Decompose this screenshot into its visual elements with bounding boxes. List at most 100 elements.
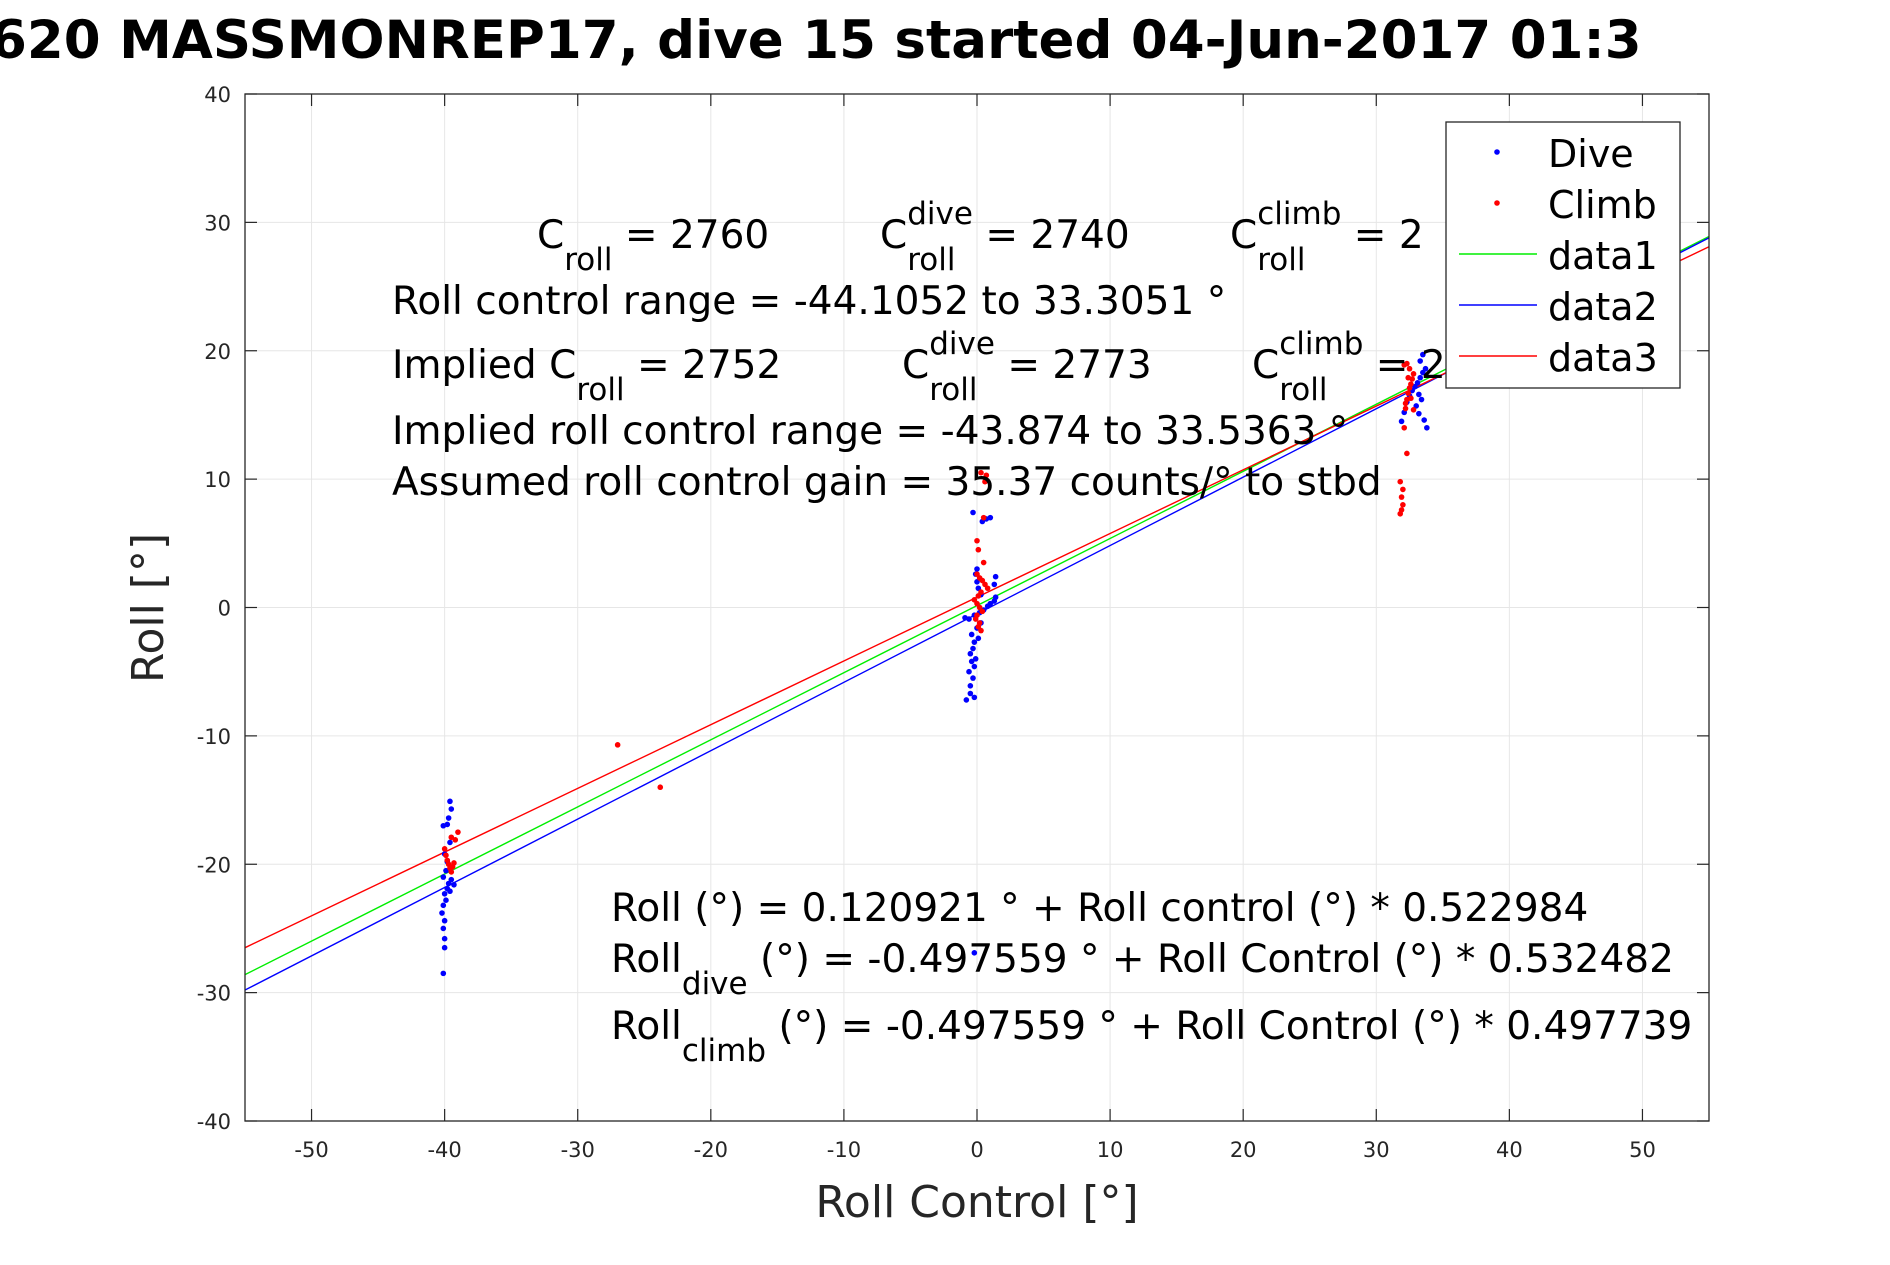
climb-point bbox=[1400, 486, 1406, 493]
dive-point bbox=[968, 658, 975, 665]
x-tick-label: 40 bbox=[1496, 1138, 1523, 1162]
legend-label: Dive bbox=[1548, 132, 1634, 176]
dive-point bbox=[1417, 374, 1423, 381]
annotation-superscript: dive bbox=[929, 326, 995, 362]
annotation-1: Croll dive = 2740 bbox=[880, 196, 1130, 278]
annotation-rest: = 2 bbox=[1341, 213, 1423, 258]
dive-point bbox=[1420, 351, 1426, 358]
y-axis-label: Roll [°] bbox=[123, 533, 174, 683]
annotation-2: Croll climb = 2 bbox=[1230, 196, 1424, 278]
annotation-5: Croll dive = 2773 bbox=[902, 326, 1152, 408]
dive-point bbox=[970, 509, 976, 516]
climb-point bbox=[455, 829, 461, 835]
climb-point bbox=[978, 627, 984, 634]
dive-point bbox=[975, 635, 982, 642]
dive-point bbox=[443, 867, 449, 874]
annotation-base: C bbox=[880, 213, 907, 258]
climb-point bbox=[448, 869, 455, 875]
y-tick-label: -30 bbox=[197, 982, 231, 1006]
dive-point bbox=[987, 514, 994, 521]
annotation-superscript: dive bbox=[907, 196, 973, 232]
climb-point bbox=[1402, 400, 1409, 407]
dive-point bbox=[971, 639, 978, 645]
climb-point bbox=[980, 559, 987, 566]
climb-point bbox=[452, 837, 459, 843]
climb-point bbox=[614, 742, 621, 748]
dive-point bbox=[1418, 396, 1425, 403]
chart-title: 620 MASSMONREP17, dive 15 started 04-Jun… bbox=[0, 10, 1642, 71]
climb-point bbox=[1401, 362, 1408, 368]
dive-point bbox=[1416, 410, 1422, 417]
annotation-rest: (°) = -0.497559 ° + Roll Control (°) * 0… bbox=[748, 937, 1674, 982]
x-tick-label: 30 bbox=[1363, 1138, 1390, 1162]
dive-point bbox=[967, 683, 974, 689]
dive-point bbox=[440, 874, 447, 880]
climb-point bbox=[974, 537, 980, 544]
dive-point bbox=[970, 675, 976, 681]
annotation-base: Implied C bbox=[392, 343, 576, 388]
climb-point bbox=[1408, 395, 1414, 402]
annotation-base: C bbox=[1230, 213, 1257, 258]
annotation-6: Croll climb = 2 bbox=[1252, 326, 1446, 408]
annotation-base: Roll bbox=[611, 1004, 682, 1049]
climb-point bbox=[443, 852, 449, 859]
climb-point bbox=[1400, 502, 1406, 508]
dive-point bbox=[971, 694, 978, 701]
climb-point bbox=[1408, 381, 1414, 387]
annotation-base: C bbox=[902, 343, 929, 388]
climb-point bbox=[1404, 450, 1410, 457]
climb-point bbox=[978, 469, 984, 476]
dive-point bbox=[1424, 424, 1430, 431]
dive-point bbox=[447, 839, 453, 846]
annotation-9: Roll (°) = 0.120921 ° + Roll control (°)… bbox=[611, 886, 1588, 931]
dive-point bbox=[962, 614, 968, 621]
dive-point bbox=[447, 888, 453, 895]
dive-point bbox=[992, 594, 999, 601]
dive-point bbox=[1398, 418, 1405, 425]
climb-point bbox=[979, 608, 986, 615]
annotation-10: Rolldive (°) = -0.497559 ° + Roll Contro… bbox=[611, 937, 1674, 1002]
x-axis-ticks: -50 -40 -30 -20 -10 0 10 20 30 40 50 bbox=[294, 94, 1656, 1162]
climb-point bbox=[983, 472, 990, 479]
climb-point bbox=[1402, 405, 1409, 412]
annotation-text: Assumed roll control gain = 35.37 counts… bbox=[392, 460, 1382, 505]
annotation-subscript: roll bbox=[576, 372, 624, 408]
dive-point bbox=[1416, 391, 1422, 398]
annotation-rest: (°) = -0.497559 ° + Roll Control (°) * 0… bbox=[766, 1004, 1692, 1049]
dive-point bbox=[440, 902, 447, 909]
y-tick-label: 0 bbox=[218, 597, 231, 621]
dive-point bbox=[441, 944, 448, 951]
climb-point bbox=[1406, 365, 1413, 372]
climb-point bbox=[1398, 494, 1405, 500]
y-tick-label: 20 bbox=[204, 340, 231, 364]
dive-point bbox=[1422, 365, 1429, 372]
x-tick-label: 0 bbox=[970, 1138, 983, 1162]
legend-box bbox=[1445, 121, 1681, 389]
annotation-subscript: roll bbox=[907, 242, 955, 278]
climb-point bbox=[984, 585, 991, 592]
annotation-subscript: climb bbox=[682, 1033, 766, 1069]
annotation-rest: = 2773 bbox=[995, 343, 1152, 388]
legend-label: Climb bbox=[1548, 183, 1657, 227]
dive-point bbox=[972, 656, 979, 662]
climb-point bbox=[1401, 424, 1408, 431]
dive-point bbox=[447, 798, 453, 805]
annotation-0: Croll = 2760 bbox=[537, 213, 769, 278]
climb-point bbox=[1397, 478, 1404, 485]
dive-point bbox=[448, 806, 455, 812]
data-points bbox=[439, 351, 1430, 977]
annotation-11: Rollclimb (°) = -0.497559 ° + Roll Contr… bbox=[611, 1004, 1692, 1069]
y-tick-label: 10 bbox=[204, 468, 231, 492]
legend-marker-climb bbox=[1494, 200, 1500, 206]
annotation-base: C bbox=[1252, 343, 1279, 388]
annotation-rest: = 2760 bbox=[613, 213, 770, 258]
x-tick-label: 20 bbox=[1230, 1138, 1257, 1162]
annotation-7: Implied roll control range = -43.874 to … bbox=[392, 409, 1348, 454]
legend-label: data2 bbox=[1548, 285, 1658, 329]
x-tick-label: -10 bbox=[827, 1138, 861, 1162]
climb-point bbox=[451, 860, 457, 866]
annotation-text: Roll control range = -44.1052 to 33.3051… bbox=[392, 279, 1226, 324]
dive-point bbox=[451, 881, 457, 888]
dive-point bbox=[966, 668, 972, 675]
